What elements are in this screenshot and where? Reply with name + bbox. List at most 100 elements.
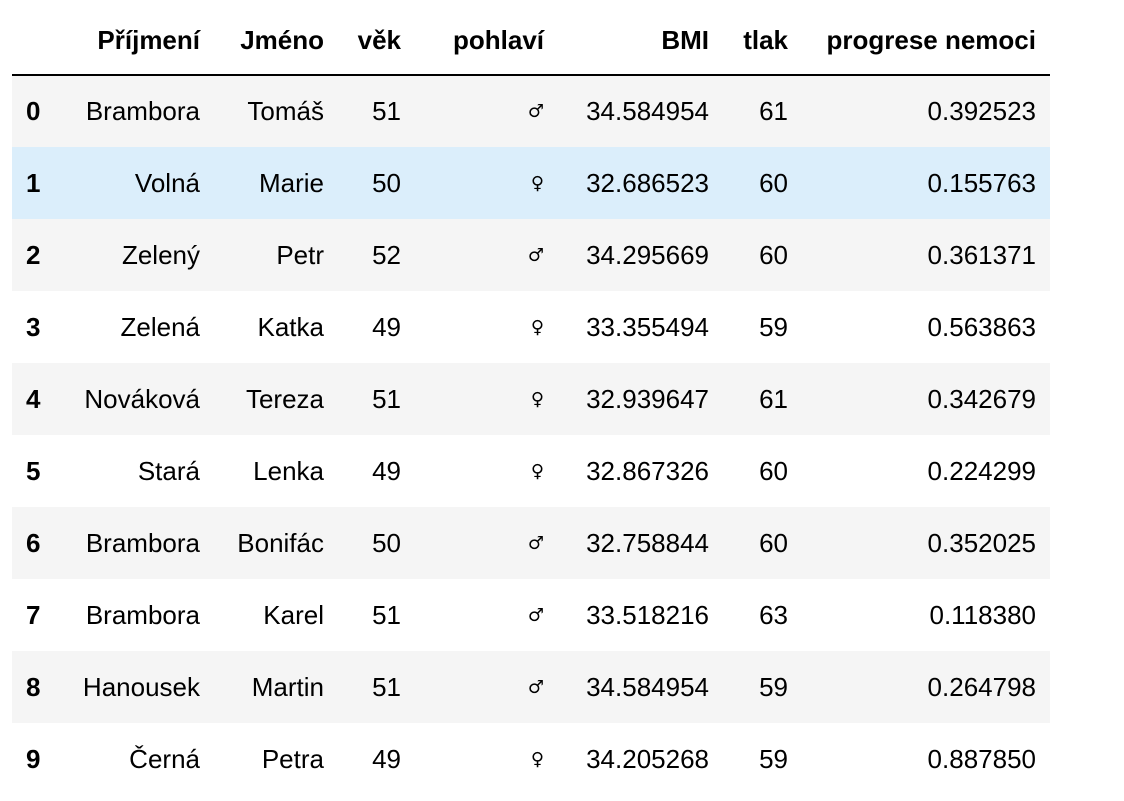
column-header-surname: Příjmení: [59, 7, 214, 76]
cell-progress: 0.563863: [927, 311, 1036, 342]
cell-bmi: 34.205268: [586, 743, 709, 774]
cell-age: 52: [372, 239, 401, 270]
cell-pressure: 60: [759, 455, 788, 486]
row-index: 2: [26, 239, 41, 270]
cell-name: Tomáš: [247, 96, 324, 126]
cell-name: Petra: [261, 743, 324, 774]
table-row: 5 Stará Lenka 49 ♀ 32.867326 60 0.224299: [12, 435, 1050, 507]
cell-name: Martin: [251, 671, 324, 702]
column-header-age: věk: [338, 7, 415, 76]
table-row: 7 Brambora Karel 51 ♂ 33.518216 63 0.118380: [12, 579, 1050, 651]
cell-pressure: 59: [759, 671, 788, 702]
cell-bmi: 34.584954: [586, 671, 709, 702]
column-header-pressure: tlak: [723, 7, 802, 76]
cell-age: 50: [372, 167, 401, 198]
cell-surname: Brambora: [85, 599, 200, 630]
row-index: 1: [26, 167, 41, 198]
cell-name: Lenka: [253, 455, 324, 486]
cell-progress: 0.352025: [927, 527, 1036, 558]
cell-sex-symbol: ♀: [530, 316, 544, 338]
cell-pressure: 60: [759, 239, 788, 270]
column-header-bmi: BMI: [558, 7, 723, 76]
table-row: 8 Hanousek Martin 51 ♂ 34.584954 59 0.264798: [12, 651, 1050, 723]
column-header-index: [12, 7, 59, 76]
cell-age: 51: [372, 383, 401, 414]
cell-name: Petr: [276, 239, 324, 270]
cell-pressure: 61: [759, 96, 788, 126]
cell-surname: Nováková: [84, 383, 200, 414]
cell-surname: Stará: [137, 455, 200, 486]
table-row: 3 Zelená Katka 49 ♀ 33.355494 59 0.563863: [12, 291, 1050, 363]
column-header-name: Jméno: [214, 7, 338, 76]
cell-progress: 0.361371: [927, 239, 1036, 270]
cell-surname: Černá: [129, 743, 200, 774]
cell-bmi: 33.355494: [586, 311, 709, 342]
cell-pressure: 59: [759, 743, 788, 774]
dataframe-table: Příjmení Jméno věk pohlaví BMI tlak prog…: [12, 7, 1050, 795]
cell-progress: 0.392523: [927, 96, 1036, 126]
cell-age: 49: [372, 743, 401, 774]
cell-pressure: 59: [759, 311, 788, 342]
cell-sex-symbol: ♀: [530, 388, 544, 410]
table-row: 0 Brambora Tomáš 51 ♂ 34.584954 61 0.392523: [12, 75, 1050, 147]
row-index: 3: [26, 311, 41, 342]
cell-sex-symbol: ♀: [530, 172, 544, 194]
table-header: Příjmení Jméno věk pohlaví BMI tlak prog…: [12, 7, 1050, 76]
cell-progress: 0.155763: [927, 167, 1036, 198]
column-header-sex: pohlaví: [415, 7, 558, 76]
cell-progress: 0.118380: [929, 599, 1036, 630]
table-row: 2 Zelený Petr 52 ♂ 34.295669 60 0.361371: [12, 219, 1050, 291]
cell-age: 50: [372, 527, 401, 558]
cell-age: 51: [372, 96, 401, 126]
cell-bmi: 32.867326: [586, 455, 709, 486]
cell-pressure: 60: [759, 167, 788, 198]
cell-bmi: 32.939647: [586, 383, 709, 414]
cell-pressure: 63: [759, 599, 788, 630]
cell-name: Tereza: [245, 383, 324, 414]
cell-surname: Zelená: [120, 311, 201, 342]
row-index: 9: [26, 743, 41, 774]
cell-sex-symbol: ♂: [527, 604, 544, 626]
row-index: 8: [26, 671, 41, 702]
cell-bmi: 34.584954: [586, 96, 709, 126]
cell-name: Katka: [257, 311, 325, 342]
row-index: 5: [26, 455, 41, 486]
cell-sex-symbol: ♂: [527, 532, 544, 554]
table-row: 4 Nováková Tereza 51 ♀ 32.939647 61 0.342679: [12, 363, 1050, 435]
cell-sex-symbol: ♀: [530, 748, 544, 770]
cell-progress: 0.887850: [927, 743, 1036, 774]
row-index: 0: [26, 96, 41, 126]
table-body: 0 Brambora Tomáš 51 ♂ 34.584954 61 0.392523 1 Vol…: [12, 75, 1050, 795]
cell-pressure: 61: [759, 383, 788, 414]
row-index: 7: [26, 599, 41, 630]
row-index: 4: [26, 383, 41, 414]
cell-surname: Brambora: [85, 96, 200, 126]
cell-name: Bonifác: [237, 527, 324, 558]
cell-bmi: 34.295669: [586, 239, 709, 270]
cell-bmi: 32.758844: [586, 527, 709, 558]
cell-age: 51: [372, 599, 401, 630]
cell-progress: 0.224299: [927, 455, 1036, 486]
cell-age: 49: [372, 455, 401, 486]
column-header-progress: progrese nemoci: [802, 7, 1050, 76]
cell-surname: Zelený: [121, 239, 200, 270]
cell-sex-symbol: ♂: [527, 101, 544, 122]
cell-progress: 0.342679: [927, 383, 1036, 414]
cell-bmi: 33.518216: [586, 599, 709, 630]
cell-sex-symbol: ♂: [527, 244, 544, 266]
table-row: 1 Volná Marie 50 ♀ 32.686523 60 0.155763: [12, 147, 1050, 219]
cell-age: 49: [372, 311, 401, 342]
cell-sex-symbol: ♂: [527, 676, 544, 698]
cell-name: Marie: [258, 167, 324, 198]
cell-progress: 0.264798: [927, 671, 1036, 702]
cell-age: 51: [372, 671, 401, 702]
cell-sex-symbol: ♀: [530, 460, 544, 482]
cell-bmi: 32.686523: [586, 167, 709, 198]
table-row: 6 Brambora Bonifác 50 ♂ 32.758844 60 0.352025: [12, 507, 1050, 579]
row-index: 6: [26, 527, 41, 558]
cell-name: Karel: [263, 599, 324, 630]
cell-surname: Hanousek: [82, 671, 200, 702]
cell-pressure: 60: [759, 527, 788, 558]
header-row: Příjmení Jméno věk pohlaví BMI tlak prog…: [12, 7, 1050, 76]
cell-surname: Volná: [134, 167, 200, 198]
